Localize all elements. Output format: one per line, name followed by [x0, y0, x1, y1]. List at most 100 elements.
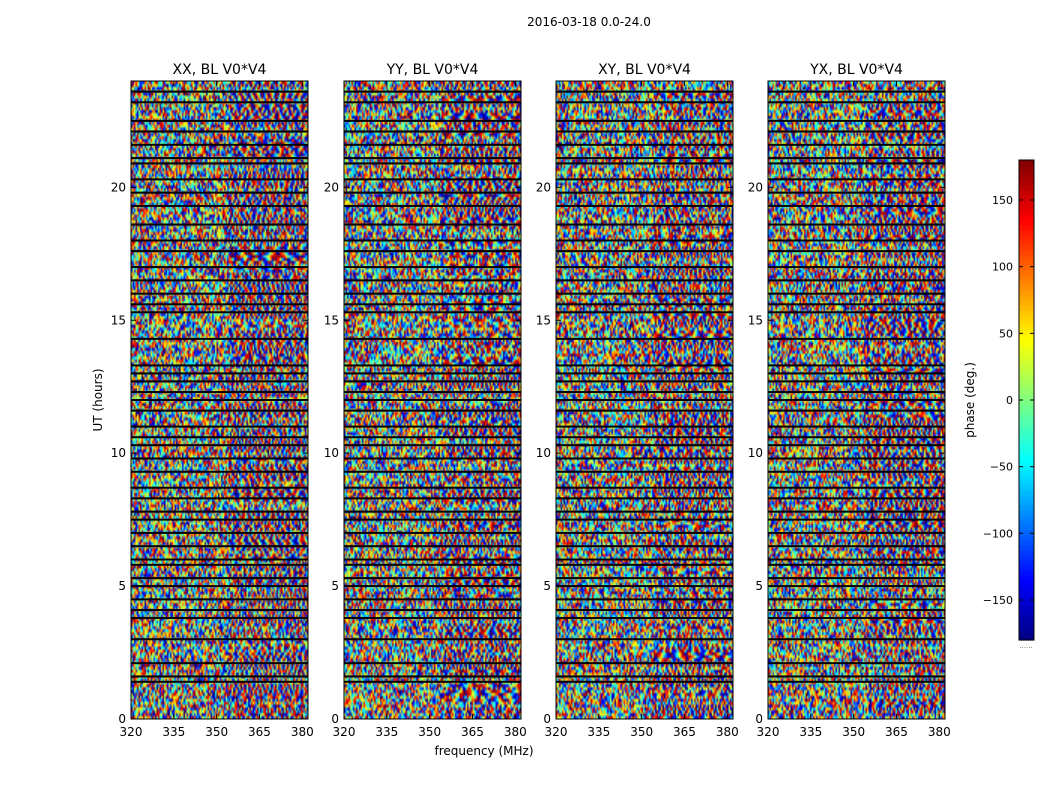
colorbar-segment [1019, 385, 1034, 391]
flag-band [768, 616, 945, 619]
flag-band [768, 399, 945, 401]
flag-band [131, 436, 308, 439]
flag-band [344, 178, 521, 181]
flag-band [344, 531, 521, 534]
flag-band [131, 101, 308, 104]
flag-band [344, 598, 521, 601]
colorbar-segment [1019, 260, 1034, 266]
flag-band [131, 680, 308, 683]
y-tick-label: 10 [748, 446, 763, 460]
colorbar-segment [1019, 415, 1034, 421]
flag-band [556, 303, 733, 306]
flag-band [768, 311, 945, 314]
flag-band [768, 101, 945, 104]
x-tick-label: 350 [205, 725, 228, 739]
flag-band [768, 662, 945, 665]
flag-band [768, 178, 945, 181]
flag-band [131, 250, 308, 253]
colorbar-segment [1019, 425, 1034, 431]
flag-band [768, 364, 945, 367]
y-tick-label: 0 [543, 712, 551, 726]
flag-band [131, 380, 308, 383]
flag-band [131, 510, 308, 513]
flag-band [556, 518, 733, 521]
colorbar-segment [1019, 480, 1034, 486]
panel-title: YY, BL V0*V4 [386, 62, 479, 78]
flag-band [556, 558, 733, 561]
colorbar-segment [1019, 195, 1034, 201]
flag-band [131, 457, 308, 460]
colorbar-segment [1019, 615, 1034, 621]
flag-band [768, 518, 945, 521]
flag-band [344, 143, 521, 146]
colorbar-segment [1019, 525, 1034, 531]
colorbar-segment [1019, 355, 1034, 361]
colorbar-segment [1019, 435, 1034, 441]
y-tick-label: 0 [118, 712, 126, 726]
flag-band [344, 425, 521, 428]
colorbar-segment [1019, 500, 1034, 506]
x-tick-label: 350 [418, 725, 441, 739]
flag-band [768, 191, 945, 194]
flag-band [131, 90, 308, 93]
colorbar-segment [1019, 395, 1034, 401]
x-tick-label: 380 [928, 725, 951, 739]
colorbar-label: phase (deg.) [963, 362, 977, 438]
x-tick-label: 335 [162, 725, 185, 739]
colorbar-segment [1019, 445, 1034, 451]
flag-band [131, 662, 308, 665]
x-axis-label: frequency (MHz) [434, 744, 533, 758]
flag-band [344, 510, 521, 513]
flag-band [344, 90, 521, 93]
colorbar-segment [1019, 600, 1034, 606]
colorbar-segment [1019, 595, 1034, 601]
flag-band [344, 311, 521, 314]
colorbar-segment [1019, 250, 1034, 256]
flag-band [344, 486, 521, 489]
flag-band [556, 391, 733, 394]
y-tick-label: 15 [324, 313, 339, 327]
flag-band [556, 457, 733, 460]
flag-band [131, 191, 308, 194]
colorbar-segment [1019, 575, 1034, 581]
flag-band [131, 143, 308, 146]
flag-band [131, 303, 308, 306]
colorbar-segment [1019, 160, 1034, 166]
flag-band [344, 518, 521, 521]
y-tick-label: 10 [324, 446, 339, 460]
x-tick-label: 350 [842, 725, 865, 739]
flag-band [768, 372, 945, 375]
flag-band [131, 558, 308, 561]
plot-frame [555, 80, 734, 720]
colorbar-segment [1019, 205, 1034, 211]
flag-band [131, 157, 308, 160]
flag-band [344, 545, 521, 548]
flag-band [131, 223, 308, 226]
x-tick-label: 365 [248, 725, 271, 739]
colorbar-segment [1019, 475, 1034, 481]
colorbar-segment [1019, 570, 1034, 576]
flag-band [768, 510, 945, 513]
flag-band [556, 130, 733, 133]
x-tick-label: 335 [375, 725, 398, 739]
colorbar-tick-label: −150 [983, 594, 1013, 607]
flag-band [768, 223, 945, 226]
colorbar-segment [1019, 220, 1034, 226]
x-tick-label: 365 [461, 725, 484, 739]
flag-band [768, 157, 945, 160]
flag-band [131, 577, 308, 580]
y-tick-label: 15 [748, 313, 763, 327]
flag-band [344, 577, 521, 580]
flag-band [768, 609, 945, 612]
flag-band [768, 303, 945, 306]
flag-band [131, 598, 308, 601]
flag-band [131, 563, 308, 566]
y-tick-label: 5 [331, 579, 339, 593]
x-tick-label: 320 [120, 725, 143, 739]
panel-title: XX, BL V0*V4 [173, 62, 267, 78]
colorbar-segment [1019, 455, 1034, 461]
flag-band [344, 609, 521, 612]
colorbar-segment [1019, 380, 1034, 386]
colorbar-segment [1019, 430, 1034, 436]
plot-frame [130, 80, 309, 720]
